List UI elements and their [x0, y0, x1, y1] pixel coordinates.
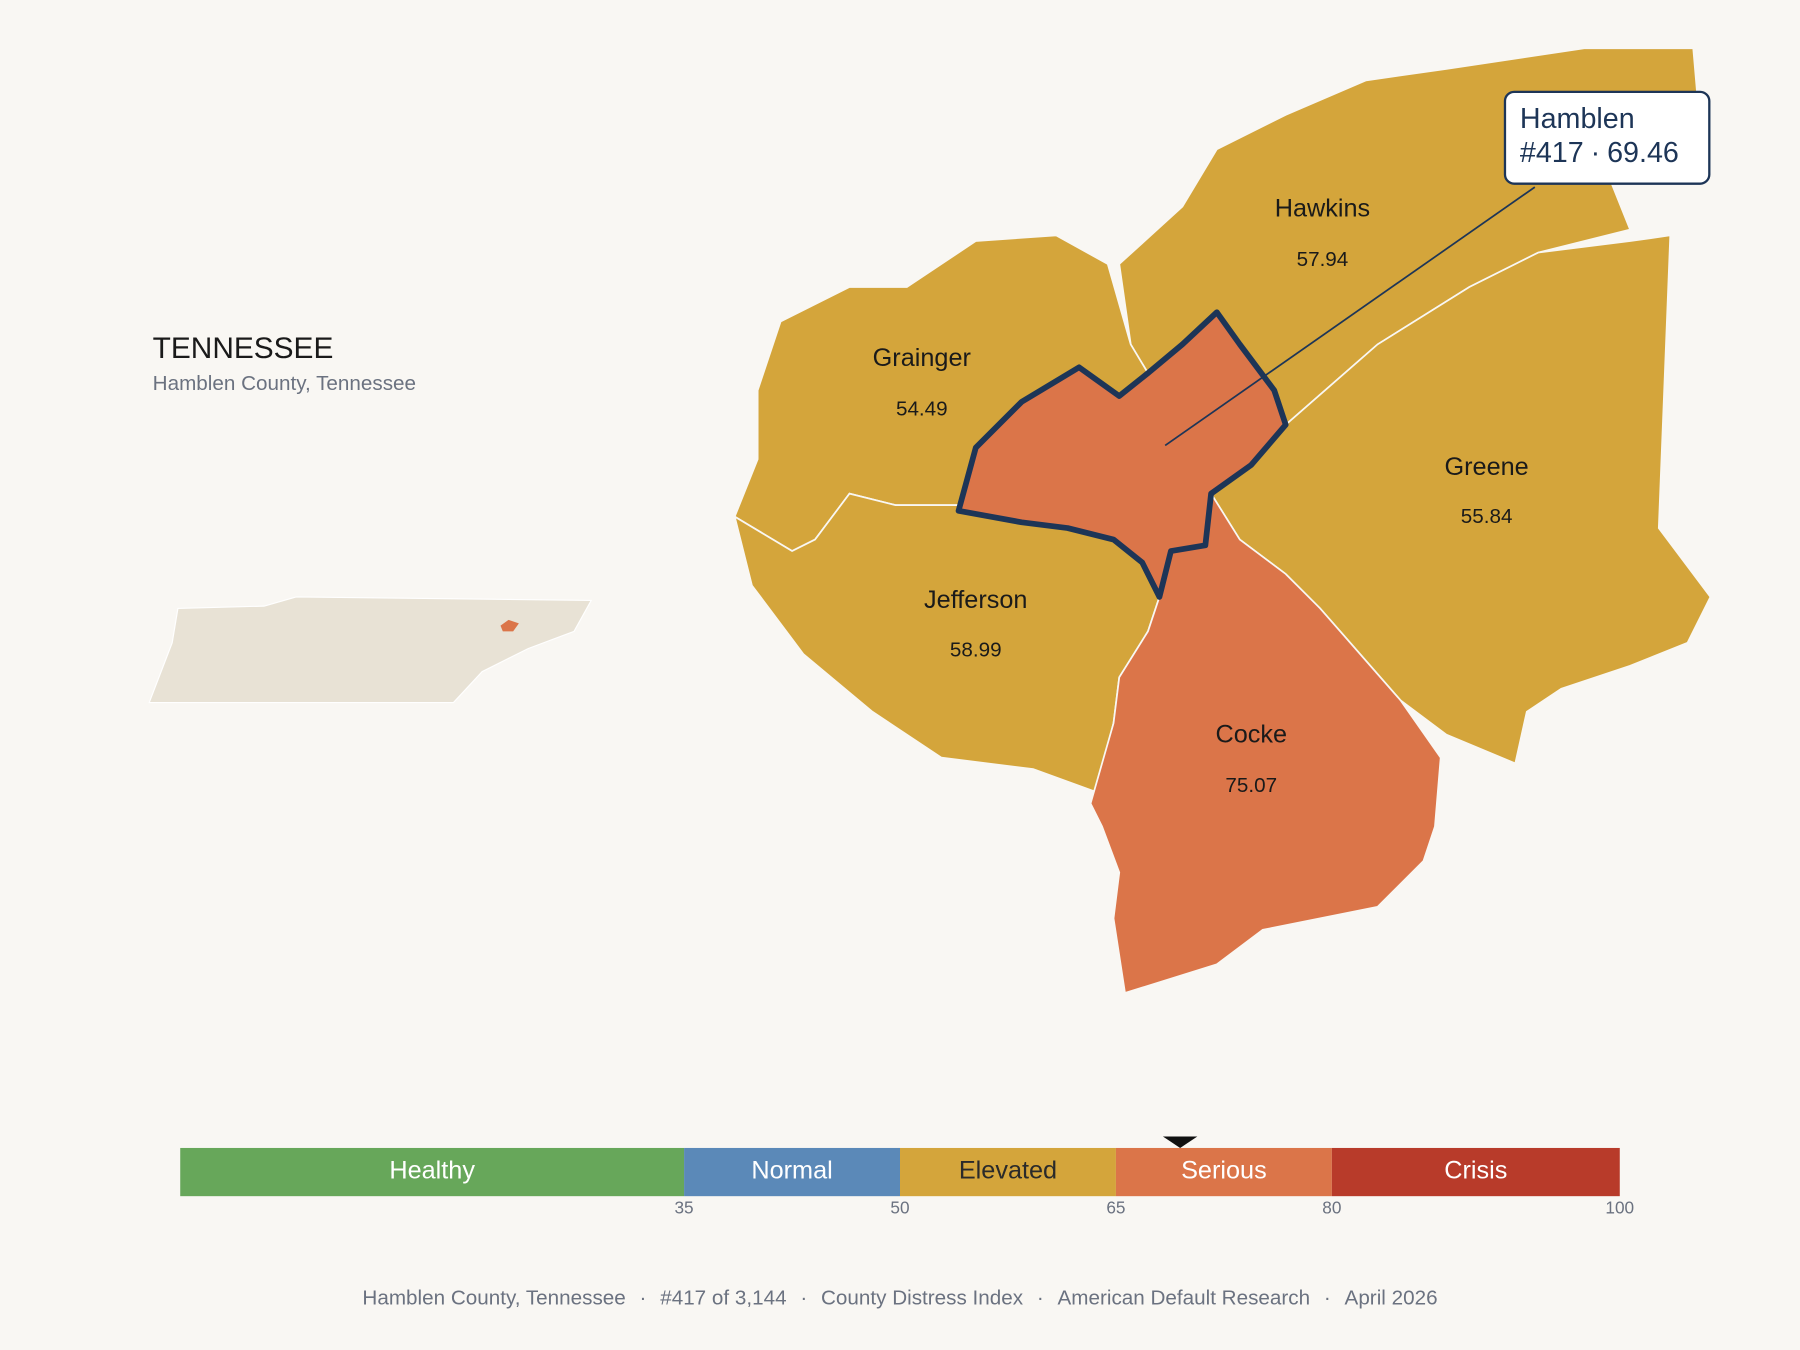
legend-band — [180, 1147, 685, 1197]
county-value: 55.84 — [1461, 505, 1513, 528]
legend-band — [1331, 1147, 1620, 1197]
legend-band — [684, 1147, 900, 1197]
footer-item: American Default Research — [1058, 1287, 1311, 1310]
separator: · — [1591, 136, 1601, 168]
callout-name: Hamblen — [1520, 103, 1635, 135]
separator: · — [1324, 1287, 1331, 1310]
scale-marker — [1162, 1136, 1198, 1148]
callout-box — [1503, 90, 1711, 185]
separator: · — [640, 1287, 647, 1310]
scale-tick-label: 100 — [1605, 1197, 1634, 1217]
scale-tick-label: 50 — [890, 1197, 909, 1217]
subtitle: Hamblen County, Tennessee — [153, 372, 416, 395]
callout-detail: #417 · 69.46 — [1520, 136, 1679, 168]
legend-label: Healthy — [389, 1157, 475, 1185]
state-inset — [148, 596, 593, 704]
leader-line — [1164, 186, 1536, 447]
county — [1089, 491, 1442, 995]
county-value: 58.99 — [950, 638, 1002, 661]
county-name: Greene — [1444, 453, 1528, 481]
legend-label: Elevated — [959, 1157, 1057, 1185]
state-title: TENNESSEE — [153, 332, 334, 365]
scale-tick-label: 65 — [1106, 1197, 1125, 1217]
footer-item: April 2026 — [1345, 1287, 1438, 1310]
county-name: Grainger — [873, 344, 971, 372]
legend-label: Serious — [1181, 1157, 1267, 1185]
selected-county — [955, 309, 1289, 600]
separator: · — [800, 1287, 807, 1310]
county-value: 75.07 — [1225, 774, 1277, 797]
scale-tick-label: 80 — [1322, 1197, 1341, 1217]
county-name: Jefferson — [924, 586, 1027, 614]
legend-band — [1115, 1147, 1332, 1197]
legend: Healthy Normal Elevated Serious Crisis 35 50 65… — [180, 1136, 1634, 1217]
footer-item: County Distress Index — [821, 1287, 1024, 1310]
county-value: 57.94 — [1297, 248, 1349, 271]
inset-highlight — [500, 619, 519, 632]
legend-label: Normal — [751, 1157, 832, 1185]
footer-item: #417 of 3,144 — [660, 1287, 786, 1310]
legend-band — [900, 1147, 1116, 1197]
footer: Hamblen County, Tennessee · #417 of 3,144 ·… — [362, 1287, 1437, 1310]
county-layer: Hawkins 57.94 Grainger 54.49 Greene 55.84 Jeff… — [733, 47, 1712, 995]
scale-tick-label: 35 — [674, 1197, 693, 1217]
footer-item: Hamblen County, Tennessee — [362, 1287, 625, 1310]
county-name: Hawkins — [1275, 195, 1370, 223]
county-name: Cocke — [1215, 721, 1287, 749]
county-value: 54.49 — [896, 397, 948, 420]
separator: · — [1037, 1287, 1044, 1310]
callout-value: 69.46 — [1607, 136, 1679, 168]
legend-label: Crisis — [1444, 1157, 1507, 1185]
callout-rank: #417 — [1520, 136, 1584, 168]
